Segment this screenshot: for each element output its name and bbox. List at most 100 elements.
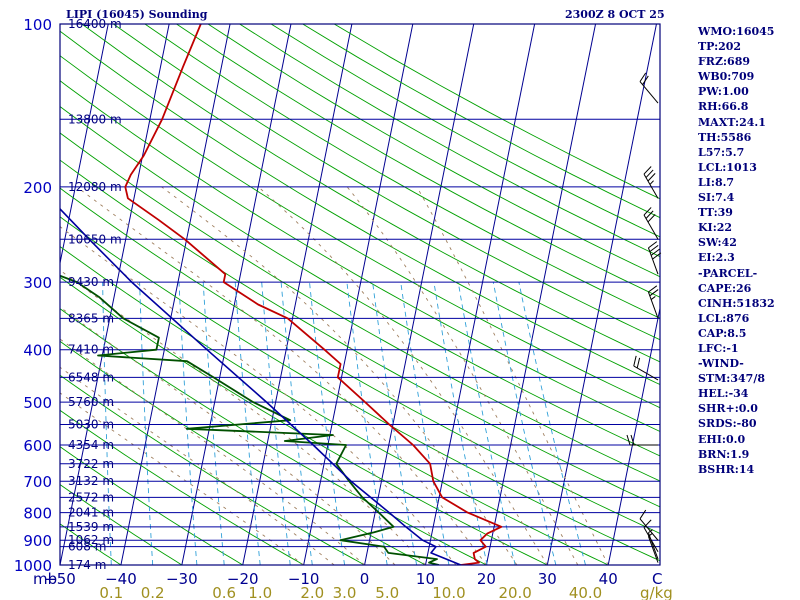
mixing-ratio-tick-label: 3.0: [333, 584, 357, 600]
temperature-tick-label: 0: [360, 570, 370, 588]
mixing-ratio-tick-label: 2.0: [300, 584, 324, 600]
parcel-line: [60, 207, 462, 565]
height-label: 12080 m: [68, 180, 122, 194]
index-item: RH:66.8: [698, 100, 749, 114]
dry-adiabat-line: [60, 132, 660, 482]
index-item: EHI:0.0: [698, 432, 746, 446]
stability-indices-panel: WMO:16045 TP:202 FRZ:689 WB0:709 PW:1.00 RH:6…: [698, 24, 775, 477]
wind-barb-flag: [643, 166, 652, 175]
isotherm-line: [60, 24, 109, 266]
pressure-tick-label: 700: [23, 473, 52, 491]
mixing-ratio-tick-label: 10.0: [432, 584, 465, 600]
index-item: STM:347/8: [698, 372, 765, 386]
wind-barbs: [626, 24, 662, 565]
wind-barb-flag: [650, 248, 660, 256]
mixing-ratio-line: [433, 282, 488, 565]
index-item: TH:5586: [698, 130, 752, 144]
temperature-tick-label: 40: [599, 570, 618, 588]
index-item: KI:22: [698, 221, 733, 235]
wind-barb-staff: [647, 291, 659, 319]
index-item: SHR+:0.0: [698, 402, 758, 416]
isotherm-line: [607, 305, 660, 565]
wind-barb-flag: [626, 434, 631, 446]
wind-barb-flag: [643, 519, 652, 528]
index-item: WB0:709: [698, 70, 755, 84]
pressure-tick-label: 100: [23, 16, 52, 34]
wind-barb-staff: [639, 81, 659, 104]
index-item: SW:42: [698, 236, 737, 250]
index-item: L57:5.7: [698, 145, 745, 159]
wind-barb-flag: [645, 169, 654, 178]
dewpoint-line: [60, 274, 440, 565]
wind-barb-flag: [649, 289, 659, 297]
wind-barb-flag: [648, 285, 658, 293]
wind-barb-flag: [639, 509, 647, 520]
index-item: SRDS:-80: [698, 417, 757, 431]
wind-barb-flag: [645, 210, 654, 219]
wind-barb-half-flag: [650, 296, 656, 300]
temperature-line: [124, 24, 503, 565]
mixing-ratio-tick-label: 0.1: [99, 584, 123, 600]
height-label: 3722 m: [68, 457, 114, 471]
height-label: 9430 m: [68, 275, 114, 289]
pressure-tick-label: 900: [23, 532, 52, 550]
mixing-ratio-line: [346, 282, 388, 565]
index-item: CAPE:26: [698, 281, 752, 295]
wind-barb-half-flag: [649, 180, 654, 185]
height-label: 1539 m: [68, 520, 114, 534]
mixing-ratio-tick-label: 40.0: [569, 584, 602, 600]
pressure-tick-label: 1000: [14, 557, 52, 575]
plot-area: [60, 24, 660, 565]
index-item: CINH:51832: [698, 296, 775, 310]
moist-adiabat-line: [346, 186, 579, 565]
isotherm-line: [546, 24, 657, 565]
height-label: 6548 m: [68, 370, 114, 384]
wind-barb-flag: [642, 75, 649, 85]
plot-frame: [59, 23, 661, 566]
temperature-tick-label: −30: [166, 570, 198, 588]
pressure-unit-label: mb: [33, 570, 57, 588]
mixing-ratio-tick-label: 20.0: [498, 584, 531, 600]
mixing-ratio-line: [202, 282, 225, 565]
index-item: LFC:-1: [698, 341, 739, 355]
mixing-ratio-line: [372, 282, 418, 565]
wind-barb-staff: [639, 518, 659, 541]
moist-adiabat-line: [60, 226, 457, 565]
wind-barb-staff: [647, 536, 659, 563]
temperature-tick-label: 30: [538, 570, 557, 588]
moist-adiabat-line: [60, 392, 304, 565]
isotherm-line: [120, 24, 231, 565]
isotherm-line: [485, 24, 597, 565]
wind-barb-flag: [649, 244, 659, 253]
dry-adiabat-line: [60, 105, 660, 457]
temperature-tick-label: 10: [416, 570, 435, 588]
height-label: 4354 m: [68, 438, 114, 452]
wind-barb-staff: [643, 527, 659, 552]
pressure-tick-label: 400: [23, 342, 52, 360]
mixing-ratio-line: [400, 282, 450, 565]
wind-barb-flag: [630, 434, 635, 446]
isotherm-line: [364, 24, 475, 565]
mixing-ratio-line: [139, 282, 154, 565]
wind-barb-flag: [636, 357, 641, 369]
wind-barb-flag: [647, 173, 656, 182]
isotherm-line: [60, 24, 170, 565]
dry-adiabat-line: [60, 30, 660, 386]
isotherm-line: [424, 24, 536, 565]
pressure-tick-label: 800: [23, 505, 52, 523]
index-item: LI:8.7: [698, 175, 735, 189]
mixing-ratio-line: [457, 282, 516, 565]
wind-barb-flag: [643, 207, 652, 216]
index-item: TP:202: [698, 40, 742, 54]
dry-adiabat-line: [60, 340, 426, 565]
index-item: BRN:1.9: [698, 447, 750, 461]
mixing-ratio-line: [261, 282, 291, 565]
mixing-ratio-line: [280, 282, 313, 565]
temperature-tick-label: −20: [227, 570, 259, 588]
temperature-tick-label: −40: [105, 570, 137, 588]
pressure-tick-label: 500: [23, 394, 52, 412]
height-label: 5760 m: [68, 395, 114, 409]
wind-barb-flag: [639, 72, 647, 82]
dry-adiabat-line: [60, 374, 365, 565]
